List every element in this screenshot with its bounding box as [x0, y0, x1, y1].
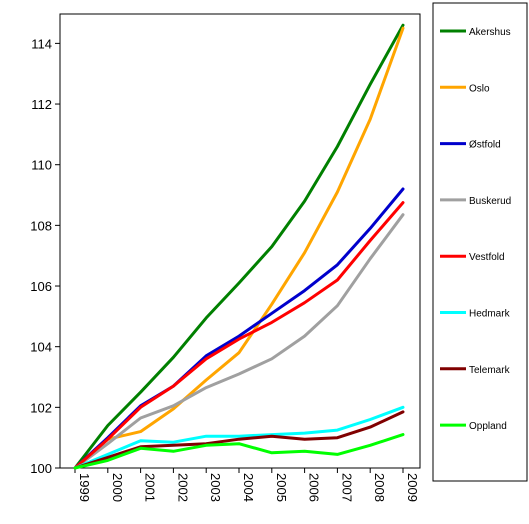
x-tick-label: 2009	[405, 473, 420, 502]
x-tick-label: 2006	[307, 473, 322, 502]
legend-label: Buskerud	[469, 196, 511, 207]
legend-frame	[432, 2, 528, 482]
x-tick-label: 2008	[372, 473, 387, 502]
x-tick-label: 2000	[110, 473, 125, 502]
legend-label: Hedmark	[469, 309, 511, 320]
y-tick-label: 102	[30, 400, 52, 415]
x-tick-label: 2003	[208, 473, 223, 502]
series-line-akershus	[73, 23, 405, 470]
legend-label: Vestfold	[469, 252, 505, 263]
legend-label: Oslo	[469, 83, 490, 94]
x-tick-label: 2005	[274, 473, 289, 502]
y-tick-label: 104	[30, 340, 52, 355]
series-line-oslo	[73, 26, 405, 470]
y-tick-label: 112	[31, 97, 52, 112]
x-tick-label: 2001	[143, 473, 158, 502]
legend: Akershus Oslo Østfold Buskerud Vestfold Hedma…	[432, 2, 528, 482]
series-line-vestfold	[73, 201, 405, 470]
y-tick-label: 106	[30, 279, 52, 294]
series-line-hedmark	[73, 405, 405, 470]
legend-label: Østfold	[469, 140, 501, 151]
x-tick-label: 2004	[241, 473, 256, 502]
legend-label: Oppland	[469, 421, 507, 432]
x-tick-label: 2007	[339, 473, 354, 502]
x-tick-label: 1999	[77, 473, 92, 502]
legend-label: Telemark	[469, 365, 511, 376]
y-tick-label: 110	[31, 158, 52, 173]
y-tick-label: 114	[31, 36, 52, 51]
legend-label: Akershus	[469, 27, 511, 38]
plot-area: 100 102 104 106 108 110 112 114 1999 2000 2001 2002…	[30, 13, 421, 502]
series-line-telemark	[73, 410, 405, 470]
y-tick-label: 100	[30, 461, 52, 476]
plot-frame	[59, 13, 421, 469]
series-line-oppland	[73, 433, 405, 470]
x-tick-label: 2002	[175, 473, 190, 502]
y-tick-label: 108	[30, 218, 52, 233]
series-line-buskerud	[73, 213, 405, 470]
